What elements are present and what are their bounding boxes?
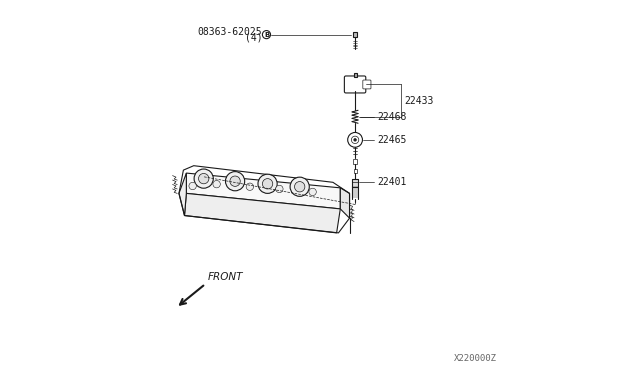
Circle shape — [309, 188, 316, 196]
Text: 08363-62025: 08363-62025 — [197, 27, 262, 37]
Text: (4): (4) — [245, 32, 263, 42]
Circle shape — [276, 185, 283, 193]
Text: 22468: 22468 — [377, 112, 406, 122]
Text: 22433: 22433 — [404, 96, 433, 106]
Circle shape — [262, 179, 273, 189]
FancyBboxPatch shape — [363, 80, 371, 89]
Bar — [353, 32, 357, 37]
Circle shape — [294, 182, 305, 192]
Circle shape — [230, 176, 240, 186]
Text: FRONT: FRONT — [207, 272, 243, 282]
FancyBboxPatch shape — [344, 76, 366, 93]
Bar — [353, 73, 356, 77]
Bar — [352, 179, 358, 187]
Circle shape — [225, 171, 244, 191]
Bar — [353, 159, 357, 164]
Text: X220000Z: X220000Z — [454, 354, 497, 363]
Text: B: B — [264, 32, 269, 38]
Circle shape — [354, 139, 356, 141]
Circle shape — [246, 183, 253, 190]
Circle shape — [198, 173, 209, 184]
Circle shape — [290, 177, 309, 196]
Circle shape — [213, 180, 220, 188]
Circle shape — [189, 182, 196, 190]
Polygon shape — [340, 188, 349, 218]
Polygon shape — [179, 173, 186, 215]
Polygon shape — [184, 193, 340, 233]
Text: 22401: 22401 — [377, 177, 406, 187]
Bar — [353, 169, 356, 173]
Circle shape — [194, 169, 213, 188]
Polygon shape — [186, 173, 340, 209]
Text: 22465: 22465 — [377, 135, 406, 145]
Circle shape — [258, 174, 277, 193]
